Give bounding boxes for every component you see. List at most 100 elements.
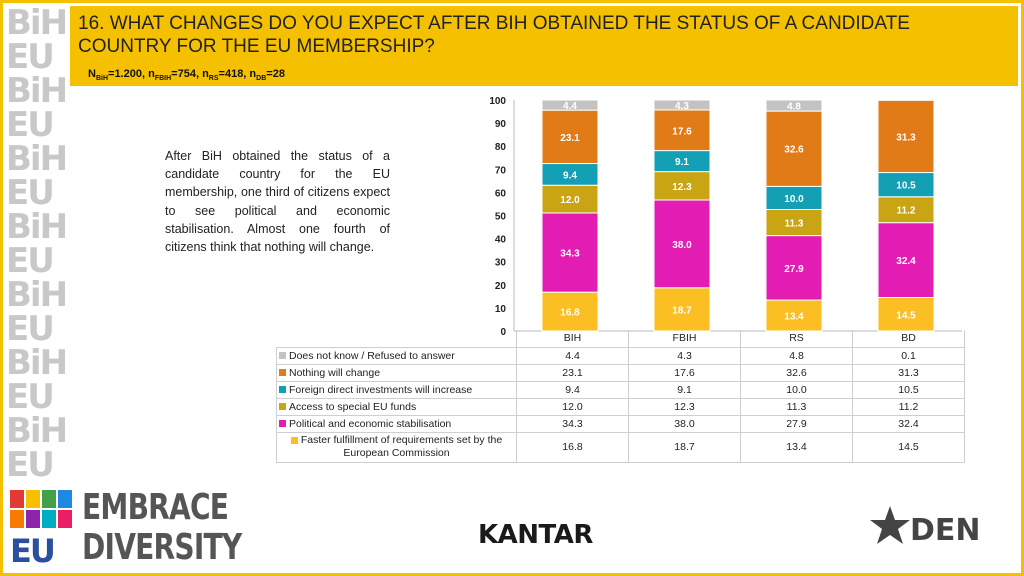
table-cell: 0.1 <box>852 346 965 365</box>
bar-data-label: 4.8 <box>787 102 801 113</box>
legend-swatch <box>279 369 286 377</box>
watermark-word: EU <box>6 241 55 281</box>
watermark-word: EU <box>6 445 55 485</box>
eu-mark-text: EU <box>10 532 56 570</box>
kantar-logo: KANTAR <box>478 520 593 550</box>
bar-data-label: 23.1 <box>560 133 580 144</box>
table-cell: 31.3 <box>852 363 965 382</box>
table-header-row: BIH FBIH RS BD <box>277 330 965 348</box>
bar-data-label: 31.3 <box>896 132 916 143</box>
bar-segment <box>877 222 935 299</box>
diversity-line: DIVERSITY <box>82 527 242 568</box>
embrace-diversity-logo: EU EMBRACE DIVERSITY <box>8 488 248 570</box>
sample-size-item: nFBIH=754, <box>148 68 203 83</box>
data-table: BIH FBIH RS BD Does not know / Refused to an… <box>276 330 965 463</box>
table-cell: 4.4 <box>516 346 629 365</box>
bar-segment <box>877 99 935 174</box>
bar-segment <box>877 172 935 198</box>
table-cell: 12.0 <box>516 397 629 416</box>
legend-label: Nothing will change <box>276 363 517 382</box>
table-row: Faster fulfillment of requirements set b… <box>276 431 965 463</box>
bar-data-label: 4.4 <box>563 101 577 112</box>
y-tick-label: 90 <box>495 119 507 130</box>
watermark-word: BiH <box>6 139 68 179</box>
bar-data-label: 12.0 <box>560 195 580 206</box>
table-cell: 4.3 <box>628 346 741 365</box>
table-cell: 32.6 <box>740 363 853 382</box>
sample-sizes: NBiH=1.200, nFBIH=754, nRS=418, nDB=28 <box>88 68 285 82</box>
table-cell: 34.3 <box>516 414 629 433</box>
bar-segment <box>653 171 711 201</box>
sample-size-item: nRS=418, <box>202 68 250 83</box>
table-cell: 11.2 <box>852 397 965 416</box>
table-corner <box>277 330 517 347</box>
bar-data-label: 11.3 <box>785 219 804 230</box>
watermark-word: EU <box>6 377 55 417</box>
table-cell: 27.9 <box>740 414 853 433</box>
bar-data-label: 32.6 <box>784 145 804 156</box>
table-cell: 9.4 <box>516 380 629 399</box>
bar-segment <box>541 291 599 332</box>
table-row: Political and economic stabilisation 34.3… <box>276 414 965 433</box>
table-cell: 12.3 <box>628 397 741 416</box>
table-cell: 23.1 <box>516 363 629 382</box>
sample-size-item: nDB=28 <box>249 68 285 83</box>
bar-data-label: 13.4 <box>784 312 804 323</box>
table-cell: 17.6 <box>628 363 741 382</box>
table-cell: 18.7 <box>628 431 741 463</box>
table-column-header: BD <box>852 330 965 348</box>
bar-data-label: 10.0 <box>784 194 804 205</box>
table-cell: 16.8 <box>516 431 629 463</box>
bar-data-label: 16.8 <box>560 308 580 319</box>
y-tick-label: 60 <box>495 188 507 199</box>
den-logo: DEN <box>870 506 981 548</box>
bar-segment <box>653 287 711 332</box>
table-column-header: FBIH <box>628 330 741 348</box>
den-text: DEN <box>910 513 981 548</box>
table-cell: 13.4 <box>740 431 853 463</box>
y-tick-label: 70 <box>495 165 507 176</box>
legend-swatch <box>290 436 298 444</box>
legend-swatch <box>279 352 286 360</box>
bar-segment <box>653 99 711 111</box>
table-column-header: BIH <box>516 330 629 348</box>
table-cell: 38.0 <box>628 414 741 433</box>
bar-segment <box>877 297 935 332</box>
bar-segment <box>765 299 823 332</box>
table-cell: 10.0 <box>740 380 853 399</box>
y-tick-label: 100 <box>489 96 506 107</box>
bar-segment <box>765 110 823 187</box>
legend-swatch <box>279 386 286 394</box>
bar-segment <box>541 212 599 293</box>
stacked-bar-chart: 0 10 20 30 40 50 60 70 80 90 100 16.8 34.3 12.0 9.4 23.… <box>489 96 962 338</box>
legend-label: Access to special EU funds <box>276 397 517 416</box>
y-tick-label: 20 <box>495 281 507 292</box>
legend-label: Does not know / Refused to answer <box>276 346 517 365</box>
table-row: Foreign direct investments will increase… <box>276 380 965 399</box>
watermark-word: BiH <box>6 3 68 43</box>
bar-segment <box>653 109 711 152</box>
bar-segment <box>541 184 599 214</box>
bar-data-label: 11.2 <box>897 206 916 217</box>
table-cell: 32.4 <box>852 414 965 433</box>
watermark-word: EU <box>6 105 55 145</box>
watermark-word: EU <box>6 309 55 349</box>
table-row: Nothing will change 23.1 17.6 32.6 31.3 <box>276 363 965 382</box>
bar-data-label: 38.0 <box>672 240 692 251</box>
table-cell: 10.5 <box>852 380 965 399</box>
bar-data-label: 34.3 <box>560 249 580 260</box>
watermark-word: BiH <box>6 207 68 247</box>
watermark-word: BiH <box>6 411 68 451</box>
bar-data-label: 10.5 <box>896 181 916 192</box>
bar-data-label: 9.4 <box>563 170 577 181</box>
legend-label: Foreign direct investments will increase <box>276 380 517 399</box>
bar-data-label: 14.5 <box>896 310 916 321</box>
table-cell: 11.3 <box>740 397 853 416</box>
table-cell: 4.8 <box>740 346 853 365</box>
watermark-word: BiH <box>6 71 68 111</box>
table-column-header: RS <box>740 330 853 348</box>
watermark-word: BiH <box>6 343 68 383</box>
bih-eu-mark: EU <box>8 488 72 570</box>
sample-size-item: NBiH=1.200, <box>88 68 149 83</box>
y-tick-label: 80 <box>495 142 507 153</box>
